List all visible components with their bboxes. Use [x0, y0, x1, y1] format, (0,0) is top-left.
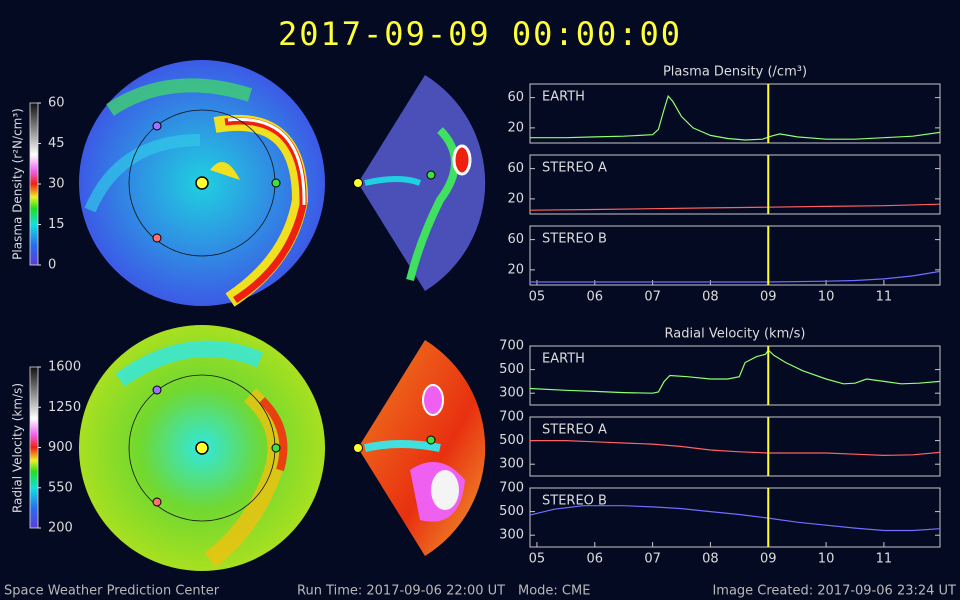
x-tick-label: 07 [644, 290, 661, 305]
panel-label: EARTH [542, 90, 585, 105]
panel-label: EARTH [542, 352, 585, 367]
x-tick-label: 06 [586, 552, 603, 567]
density-map [79, 60, 486, 307]
y-tick-label: 500 [499, 362, 524, 377]
y-tick-label: 700 [499, 481, 524, 496]
panel-frame [529, 154, 941, 215]
footer-mode: Mode: CME [518, 584, 590, 599]
x-tick-label: 07 [644, 552, 661, 567]
y-tick-label: 700 [499, 410, 524, 425]
y-tick-label: 60 [507, 161, 524, 176]
y-tick-label: 20 [507, 120, 524, 135]
colorbar-tick-label: 15 [48, 217, 65, 232]
x-tick-label: 11 [876, 290, 893, 305]
x-tick-label: 09 [760, 290, 777, 305]
x-tick-label: 11 [876, 552, 893, 567]
data-line [529, 349, 941, 394]
x-tick-label: 10 [818, 290, 835, 305]
colorbar-tick-label: 550 [48, 480, 73, 495]
x-tick-label: 05 [529, 552, 546, 567]
colorbar-tick-label: 30 [48, 177, 65, 192]
footer-center: Space Weather Prediction Center [4, 584, 220, 599]
x-tick-label: 05 [529, 290, 546, 305]
data-line [530, 270, 941, 283]
colorbar [29, 366, 39, 529]
y-tick-label: 500 [499, 504, 524, 519]
panel-title: Plasma Density (/cm³) [663, 65, 807, 80]
colorbar-tick-label: 0 [48, 258, 56, 273]
panel-label: STEREO B [542, 494, 607, 509]
x-tick-label: 10 [818, 552, 835, 567]
panel-title: Radial Velocity (km/s) [665, 327, 806, 342]
panel-frame [529, 487, 941, 548]
colorbar-tick-label: 1250 [48, 400, 81, 415]
panel-frame [529, 83, 941, 144]
data-line [529, 505, 941, 532]
colorbar-tick-label: 60 [48, 96, 65, 111]
panel-frame [529, 416, 941, 477]
colorbar-label: Radial Velocity (km/s) [11, 383, 25, 513]
footer-run-time: Run Time: 2017-09-06 22:00 UT [297, 584, 505, 599]
y-tick-label: 20 [507, 191, 524, 206]
y-tick-label: 300 [499, 528, 524, 543]
x-tick-label: 09 [760, 552, 777, 567]
y-tick-label: 500 [499, 433, 524, 448]
velocity-map [79, 325, 486, 571]
x-tick-label: 08 [702, 290, 719, 305]
panel-label: STEREO A [542, 161, 607, 176]
colorbar-tick-label: 45 [48, 136, 65, 151]
x-tick-label: 08 [702, 552, 719, 567]
x-tick-label: 06 [586, 290, 603, 305]
panel-label: STEREO B [542, 232, 607, 247]
colorbar [29, 102, 39, 266]
y-tick-label: 60 [507, 90, 524, 105]
colorbar-tick-label: 1600 [48, 360, 81, 375]
data-line [529, 203, 941, 211]
y-tick-label: 20 [507, 262, 524, 277]
footer-created: Image Created: 2017-09-06 23:24 UT [712, 584, 956, 599]
colorbar-label: Plasma Density (r²N/cm³) [11, 108, 25, 260]
colorbar-tick-label: 200 [48, 521, 73, 536]
y-tick-label: 60 [507, 232, 524, 247]
y-tick-label: 300 [499, 386, 524, 401]
data-line [530, 440, 941, 457]
panel-frame [529, 225, 941, 286]
data-line [530, 94, 941, 141]
panel-label: STEREO A [542, 423, 607, 438]
y-tick-label: 700 [499, 339, 524, 354]
panel-frame [529, 345, 941, 406]
page-title: 2017-09-09 00:00:00 [278, 15, 682, 53]
y-tick-label: 300 [499, 457, 524, 472]
colorbar-tick-label: 900 [48, 440, 73, 455]
